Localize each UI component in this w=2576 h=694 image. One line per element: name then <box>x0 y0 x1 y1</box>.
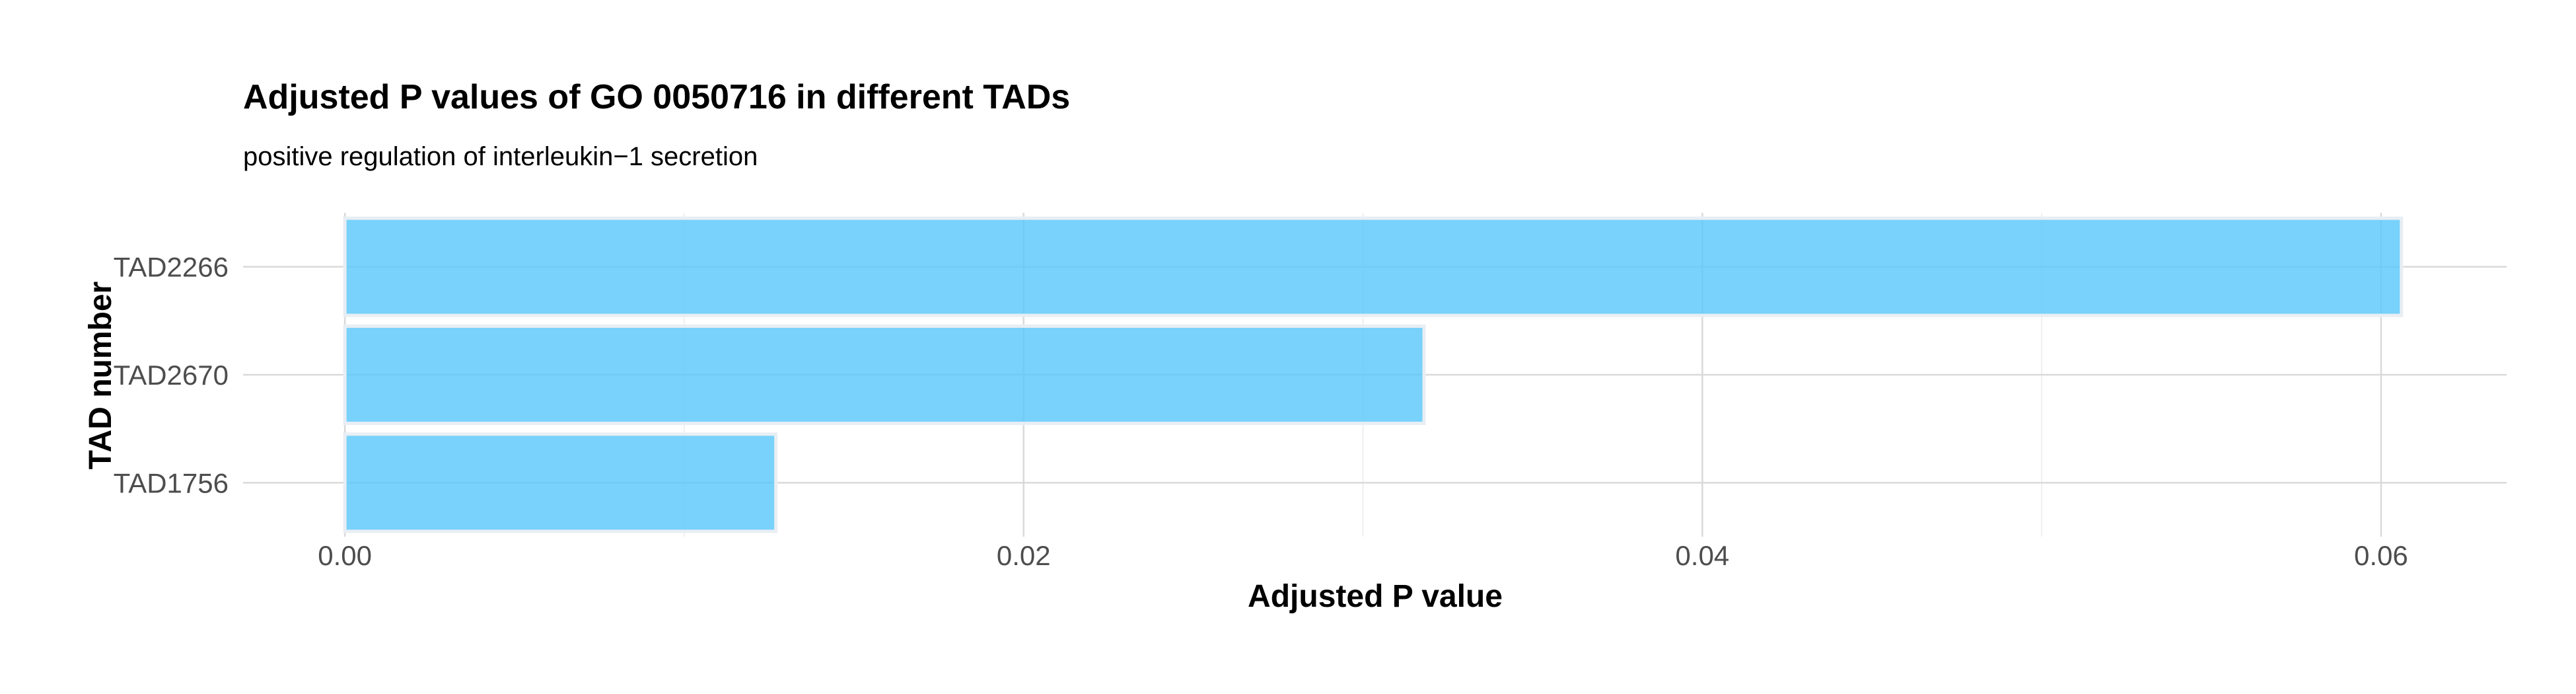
y-tick-label: TAD2266 <box>114 252 229 283</box>
bars <box>343 216 2404 533</box>
x-tick-label: 0.00 <box>318 540 372 571</box>
y-tick-label: TAD1756 <box>114 467 229 498</box>
x-tick-label: 0.04 <box>1675 540 1729 571</box>
bar-tad2266 <box>343 216 2404 317</box>
y-axis-title: TAD number <box>83 282 118 469</box>
bar-tad1756 <box>343 432 778 533</box>
bar-tad2670 <box>343 325 1426 425</box>
chart-title: Adjusted P values of GO 0050716 in diffe… <box>243 78 1070 116</box>
x-axis-title: Adjusted P value <box>1248 579 1503 614</box>
chart-subtitle: positive regulation of interleukin−1 sec… <box>243 142 758 171</box>
y-tick-labels: TAD2266 TAD2670 TAD1756 <box>114 252 229 499</box>
x-tick-label: 0.06 <box>2354 540 2408 571</box>
y-tick-label: TAD2670 <box>114 360 229 391</box>
x-tick-label: 0.02 <box>997 540 1051 571</box>
x-tick-labels: 0.00 0.02 0.04 0.06 <box>318 540 2408 571</box>
